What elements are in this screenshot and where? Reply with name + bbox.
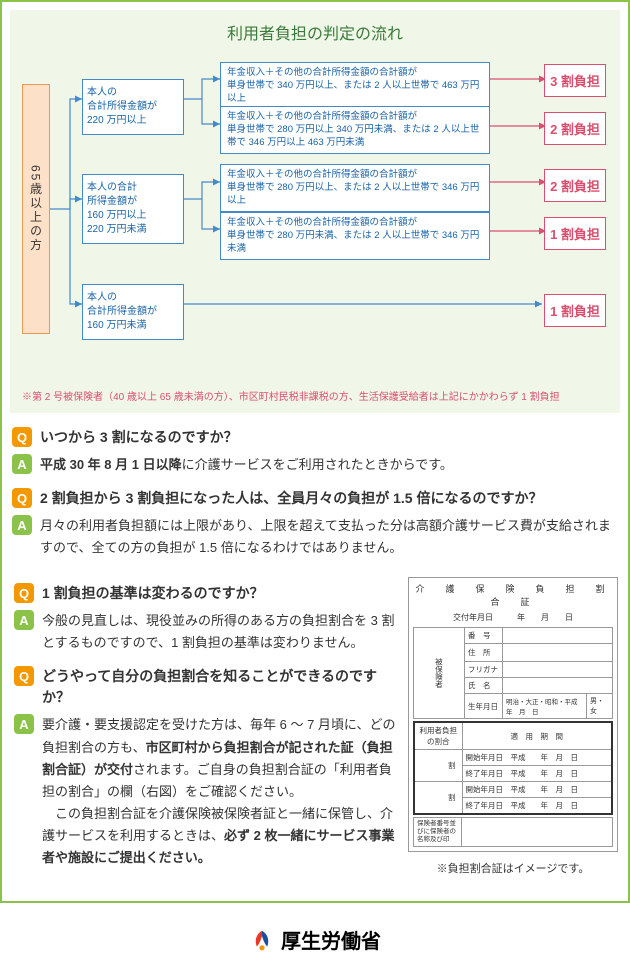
answer-text: 月々の利用者負担額には上限があり、上限を超えて支払った分は高額介護サービス費が支… <box>40 515 618 559</box>
result-box-0: 3 割負担 <box>544 64 606 97</box>
qa-block: Q いつから 3 割になるのですか？ A 平成 30 年 8 月 1 日以降に介護サー… <box>12 427 618 476</box>
q-badge: Q <box>12 427 32 447</box>
q-badge: Q <box>14 583 34 603</box>
cert-date: 交付年月日 年 月 日 <box>413 612 613 623</box>
result-box-3: 1 割負担 <box>544 217 606 250</box>
qa-block: Q どうやって自分の負担割合を知ることができるのですか？ A 要介護・要支援認定を受け… <box>14 666 396 869</box>
age-criteria-label: 65歳以上の方 <box>28 165 45 252</box>
a-badge: A <box>12 454 32 474</box>
qa-block-with-cert: Q 1 割負担の基準は変わるのですか？ A 今般の見直しは、現役並みの所得のある方の負… <box>12 571 618 881</box>
footer: 厚生労働省 <box>0 919 630 964</box>
question-text: 2 割負担から 3 割負担になった人は、全員月々の負担が 1.5 倍になるのです… <box>40 488 542 509</box>
a-badge: A <box>14 714 34 734</box>
ministry-name: 厚生労働省 <box>281 925 381 954</box>
question-text: いつから 3 割になるのですか？ <box>40 427 238 448</box>
flowchart-container: 利用者負担の判定の流れ 65歳以上の方 本人の合計所得金額が220 万円以上本人… <box>10 10 620 413</box>
income-box-0: 本人の合計所得金額が220 万円以上 <box>82 79 184 135</box>
a-badge: A <box>14 610 34 630</box>
cert-insurer-table: 保険者番号並びに保険者の名称及び印 <box>413 817 613 846</box>
logo-icon <box>249 927 275 953</box>
cert-caption: ※負担割合証はイメージです。 <box>408 860 618 876</box>
answer-text: 平成 30 年 8 月 1 日以降に介護サービスをご利用されたときからです。 <box>40 454 453 476</box>
answer-text: 今般の見直しは、現役並みの所得のある方の負担割合を 3 割とするものですので、1… <box>42 610 396 654</box>
certificate-sample: 介 護 保 険 負 担 割 合 証 交付年月日 年 月 日 被保険者 番 号 住… <box>408 577 618 881</box>
result-box-2: 2 割負担 <box>544 169 606 202</box>
age-criteria-box: 65歳以上の方 <box>22 84 50 334</box>
cert-title: 介 護 保 険 負 担 割 合 証 <box>413 582 613 608</box>
flowchart-footnote: ※第 2 号被保険者（40 歳以上 65 歳未満の方）、市区町村民税非課税の方、… <box>22 388 608 403</box>
question-text: どうやって自分の負担割合を知ることができるのですか？ <box>42 666 396 708</box>
q-badge: Q <box>14 666 34 686</box>
ministry-logo: 厚生労働省 <box>249 925 381 954</box>
cert-ratio-table: 利用者負担の割合適 用 期 間 割開始年月日 平成 年 月 日 終了年月日 平成… <box>413 721 613 815</box>
qa-block: Q 1 割負担の基準は変わるのですか？ A 今般の見直しは、現役並みの所得のある方の負… <box>14 583 396 654</box>
condition-box-1: 年金収入＋その他の合計所得金額の合計額が単身世帯で 280 万円以上 340 万… <box>220 106 490 154</box>
flowchart: 65歳以上の方 本人の合計所得金額が220 万円以上本人の合計所得金額が160 … <box>22 54 608 384</box>
income-box-2: 本人の合計所得金額が160 万円未満 <box>82 284 184 340</box>
page: 利用者負担の判定の流れ 65歳以上の方 本人の合計所得金額が220 万円以上本人… <box>0 0 630 903</box>
flowchart-title: 利用者負担の判定の流れ <box>22 20 608 44</box>
a-badge: A <box>12 515 32 535</box>
answer-text: 要介護・要支援認定を受けた方は、毎年 6 ～ 7 月頃に、どの負担割合の方も、市… <box>42 714 396 869</box>
qa-block: Q 2 割負担から 3 割負担になった人は、全員月々の負担が 1.5 倍になるので… <box>12 488 618 559</box>
condition-box-2: 年金収入＋その他の合計所得金額の合計額が単身世帯で 280 万円以上、または 2… <box>220 164 490 212</box>
question-text: 1 割負担の基準は変わるのですか？ <box>42 583 264 604</box>
result-box-4: 1 割負担 <box>544 294 606 327</box>
cert-table: 被保険者 番 号 住 所 フリガナ 氏 名 生年月日明治・大正・昭和・平成 年 … <box>413 627 613 719</box>
income-box-1: 本人の合計所得金額が160 万円以上220 万円未満 <box>82 174 184 244</box>
result-box-1: 2 割負担 <box>544 112 606 145</box>
condition-box-0: 年金収入＋その他の合計所得金額の合計額が単身世帯で 340 万円以上、または 2… <box>220 62 490 110</box>
q-badge: Q <box>12 488 32 508</box>
condition-box-3: 年金収入＋その他の合計所得金額の合計額が単身世帯で 280 万円未満、または 2… <box>220 212 490 260</box>
